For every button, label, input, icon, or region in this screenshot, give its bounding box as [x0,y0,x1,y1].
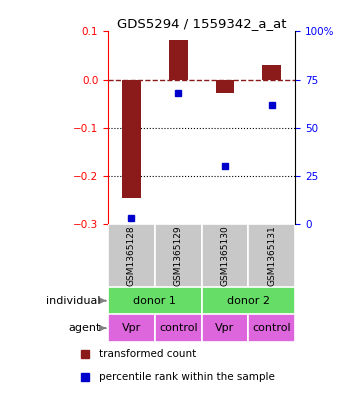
Text: Vpr: Vpr [215,323,235,333]
Bar [122,79,141,198]
Bar [108,224,155,287]
Bar [248,224,295,287]
Bar [155,314,202,342]
Text: GSM1365129: GSM1365129 [174,225,183,286]
Text: donor 1: donor 1 [133,296,176,306]
Text: GSM1365130: GSM1365130 [221,225,230,286]
Bar [262,65,281,79]
Bar [108,314,155,342]
Text: control: control [159,323,198,333]
Text: GSM1365128: GSM1365128 [127,225,136,286]
Bar [169,40,188,79]
Text: agent: agent [68,323,101,333]
Text: Vpr: Vpr [122,323,141,333]
Text: donor 2: donor 2 [227,296,270,306]
Bar [108,287,202,314]
Bar [202,224,248,287]
Bar [202,314,248,342]
Text: percentile rank within the sample: percentile rank within the sample [99,372,275,382]
Text: individual: individual [46,296,101,306]
Text: GSM1365131: GSM1365131 [267,225,276,286]
Text: control: control [252,323,291,333]
Bar [202,287,295,314]
Bar [155,224,202,287]
Bar [248,314,295,342]
Bar [216,79,234,93]
Title: GDS5294 / 1559342_a_at: GDS5294 / 1559342_a_at [117,17,286,30]
Text: transformed count: transformed count [99,349,196,359]
